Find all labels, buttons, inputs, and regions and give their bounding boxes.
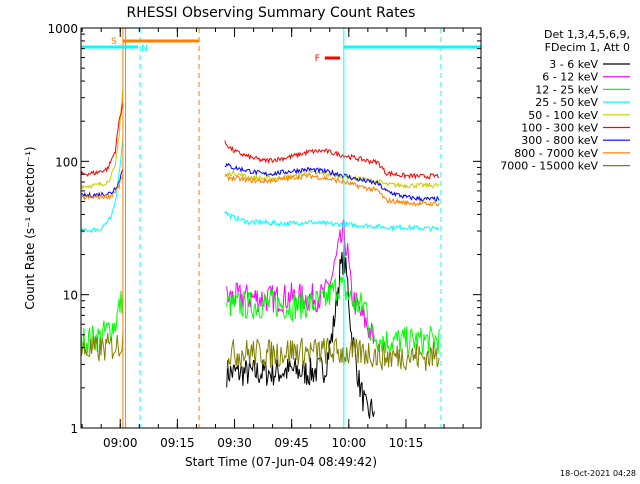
legend-entry-label: 300 - 800 keV: [521, 134, 598, 147]
axis-layer: 1 10 100 1000 09:00 09:15 09:30 09:45 10:00 10:15: [47, 22, 481, 450]
series-line-9: [80, 332, 440, 372]
footer-timestamp: 18-Oct-2021 04:28: [560, 469, 636, 478]
legend-entry-label: 7000 - 15000 keV: [500, 160, 598, 173]
series-line-2: [226, 218, 375, 344]
legend-entry-label: 6 - 12 keV: [542, 71, 598, 84]
legend-entry-label: 3 - 6 keV: [549, 58, 598, 71]
series-line-4: [80, 139, 440, 234]
x-tick-label: 10:15: [389, 436, 424, 450]
legend: Det 1,3,4,5,6,9,FDecim 1, Att 0 3 - 6 keV…: [500, 28, 630, 173]
y-tick-label: 1: [70, 422, 78, 436]
series-line-1: [226, 245, 375, 419]
x-tick-label: 09:45: [274, 436, 309, 450]
x-tick-label: 09:15: [160, 436, 195, 450]
annotation-layer: S N F: [81, 37, 481, 64]
legend-header-line: Det 1,3,4,5,6,9,: [544, 28, 630, 41]
x-tick-label: 09:00: [103, 436, 138, 450]
legend-entry-label: 25 - 50 keV: [535, 96, 598, 109]
series-line-8: [80, 172, 440, 207]
plot-frame: [80, 27, 482, 429]
x-tick-label: 09:30: [217, 436, 252, 450]
x-tick-label: 10:00: [332, 436, 367, 450]
legend-header-line: FDecim 1, Att 0: [545, 41, 630, 54]
annotation-label-s: S: [111, 37, 117, 47]
chart-title: RHESSI Observing Summary Count Rates: [127, 5, 416, 21]
series-layer: [80, 88, 440, 419]
y-tick-label: 10: [63, 289, 78, 303]
legend-entry-label: 12 - 25 keV: [535, 83, 598, 96]
y-tick-label: 1000: [47, 22, 78, 36]
annotation-label-f: F: [315, 54, 320, 64]
legend-entry-label: 100 - 300 keV: [521, 122, 598, 135]
legend-entry-label: 50 - 100 keV: [528, 109, 598, 122]
y-tick-label: 100: [55, 155, 78, 169]
legend-entry-label: 800 - 7000 keV: [514, 147, 598, 160]
annotation-label-n: N: [141, 44, 148, 54]
vline-layer: [122, 28, 442, 428]
x-axis-label: Start Time (07-Jun-04 08:49:42): [185, 455, 377, 469]
series-line-6: [80, 101, 440, 180]
y-axis-label: Count Rate (s⁻¹ detector⁻¹): [23, 146, 37, 309]
